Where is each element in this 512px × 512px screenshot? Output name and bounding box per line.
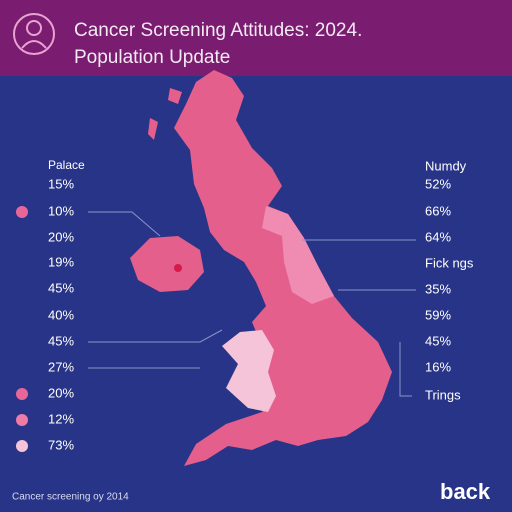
legend-value: 12%	[48, 411, 74, 426]
legend-swatch	[16, 388, 28, 400]
column-heading: Palace	[48, 158, 85, 172]
legend-value: 27%	[48, 359, 74, 374]
legend-value: 45%	[48, 333, 74, 348]
border-region	[262, 206, 288, 236]
legend-swatch	[16, 414, 28, 426]
leader-line	[88, 211, 161, 237]
legend-value: 64%	[425, 229, 451, 244]
island	[148, 118, 158, 140]
legend-value: 16%	[425, 359, 451, 374]
uk-map	[130, 70, 392, 466]
right-legend: Numdy 52% 66% 64% Fick ngs 35% 59% 45% 16% Trings	[425, 158, 474, 402]
legend-value: 73%	[48, 437, 74, 452]
legend-swatch	[16, 440, 28, 452]
legend-value: 10%	[48, 203, 74, 218]
legend-value: 45%	[48, 280, 74, 295]
legend-value: 15%	[48, 176, 74, 191]
legend-value: Numdy	[425, 158, 467, 173]
legend-value: 20%	[48, 229, 74, 244]
footer-note: Cancer screening oy 2014	[12, 492, 129, 503]
great-britain	[174, 70, 392, 466]
leader-line	[88, 329, 223, 343]
location-dot	[174, 264, 182, 272]
leader-lines	[88, 211, 416, 397]
title-line: Population Update	[74, 47, 230, 68]
legend-value: 40%	[48, 307, 74, 322]
leader-line	[399, 342, 412, 397]
legend-value: 19%	[48, 254, 74, 269]
legend-value: 66%	[425, 203, 451, 218]
legend-value: Trings	[425, 387, 461, 402]
back-button[interactable]: back	[440, 479, 491, 504]
legend-value: 20%	[48, 385, 74, 400]
legend-value: Fick ngs	[425, 255, 474, 270]
legend-value: 52%	[425, 176, 451, 191]
northern-england-region	[282, 214, 334, 304]
left-legend: Palace 15% 10% 20% 19% 45% 40% 45% 27% 20% 12% 73%	[16, 158, 85, 452]
legend-value: 59%	[425, 307, 451, 322]
legend-value: 35%	[425, 281, 451, 296]
wales-region	[222, 330, 276, 412]
header-bar	[0, 0, 512, 76]
header-icon	[13, 13, 55, 55]
legend-value: 45%	[425, 333, 451, 348]
northern-ireland	[130, 236, 204, 292]
title-line: Cancer Screening Attitudes: 2024.	[74, 20, 362, 41]
legend-swatch	[16, 206, 28, 218]
island	[168, 88, 182, 104]
